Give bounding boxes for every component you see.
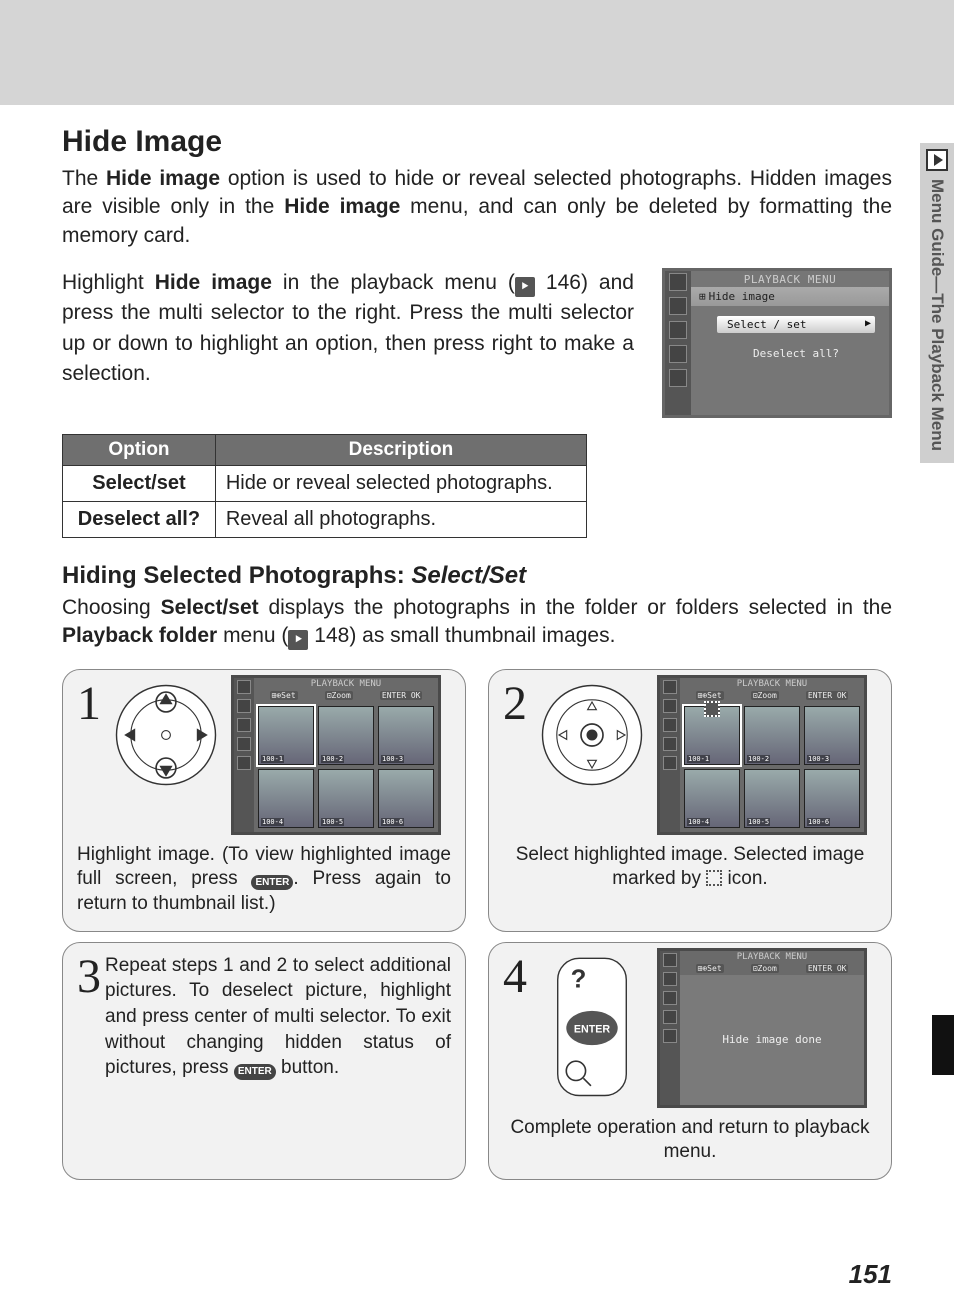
enter-button-diagram: ? ENTER xyxy=(537,953,647,1103)
step-2-screenshot: PLAYBACK MENU ⊞⊕Set ⊡Zoom ENTER OK xyxy=(657,675,867,835)
done-message: Hide image done xyxy=(680,975,864,1105)
thumb-tab xyxy=(932,1015,954,1075)
instruction-paragraph: Highlight Hide image in the playback men… xyxy=(62,268,634,418)
page-number: 151 xyxy=(849,1259,892,1290)
step-4-caption: Complete operation and return to playbac… xyxy=(503,1116,877,1165)
enter-icon: ENTER xyxy=(251,875,293,890)
play-icon xyxy=(669,273,687,291)
options-table: Option Description Select/set Hide or re… xyxy=(62,434,587,538)
card-icon xyxy=(669,369,687,387)
step-2-number: 2 xyxy=(503,680,527,728)
selector-diagram-center xyxy=(537,680,647,790)
selector-diagram-updown xyxy=(111,680,221,790)
svg-text:ENTER: ENTER xyxy=(574,1023,611,1035)
sub-heading: Hiding Selected Photographs: Select/Set xyxy=(62,562,892,590)
playback-menu-screenshot: PLAYBACK MENU ⊞ Hide image Select / set … xyxy=(662,268,892,418)
pencil-icon xyxy=(669,321,687,339)
step-2-box: 2 xyxy=(488,669,892,932)
step-3-text: Repeat steps 1 and 2 to select additiona… xyxy=(105,953,451,1081)
th-option: Option xyxy=(63,435,216,466)
side-tab: Menu Guide—The Playback Menu xyxy=(920,143,954,463)
step-1-caption: Highlight image. (To view highlighted im… xyxy=(77,843,451,917)
step-2-caption: Select highlighted image. Selected image… xyxy=(503,843,877,892)
step-1-box: 1 xyxy=(62,669,466,932)
menu-side-icons xyxy=(665,271,691,415)
intro-paragraph: The Hide image option is used to hide or… xyxy=(62,165,892,250)
playback-icon xyxy=(926,149,948,171)
menu-select-set[interactable]: Select / set xyxy=(717,316,875,333)
ref-icon: ⯈ xyxy=(288,630,308,650)
wrench-icon xyxy=(669,345,687,363)
table-row: Select/set Hide or reveal selected photo… xyxy=(63,466,587,502)
step-4-number: 4 xyxy=(503,953,527,1001)
step-1-number: 1 xyxy=(77,680,101,728)
svg-text:?: ? xyxy=(571,965,587,993)
step-4-screenshot: PLAYBACK MENU ⊞⊕Set ⊡Zoom ENTER OK Hide … xyxy=(657,948,867,1108)
ref-icon: ⯈ xyxy=(515,277,535,297)
th-description: Description xyxy=(215,435,586,466)
camera-icon xyxy=(669,297,687,315)
table-row: Deselect all? Reveal all photographs. xyxy=(63,502,587,538)
menu-deselect-all[interactable]: Deselect all? xyxy=(717,347,875,360)
step-1-screenshot: PLAYBACK MENU ⊞⊕Set ⊡Zoom ENTER OK xyxy=(231,675,441,835)
menu-hide-image: ⊞ Hide image xyxy=(691,287,889,306)
hide-icon xyxy=(706,870,722,886)
page-title: Hide Image xyxy=(62,125,892,159)
menu-title: PLAYBACK MENU xyxy=(691,271,889,287)
side-tab-label: Menu Guide—The Playback Menu xyxy=(927,179,947,451)
step-3-number: 3 xyxy=(77,953,101,1001)
step-3-box: 3 Repeat steps 1 and 2 to select additio… xyxy=(62,942,466,1180)
enter-icon: ENTER xyxy=(234,1064,276,1080)
sub-paragraph: Choosing Select/set displays the photogr… xyxy=(62,594,892,651)
step-4-box: 4 ? ENTER PLAYBACK MENU xyxy=(488,942,892,1180)
